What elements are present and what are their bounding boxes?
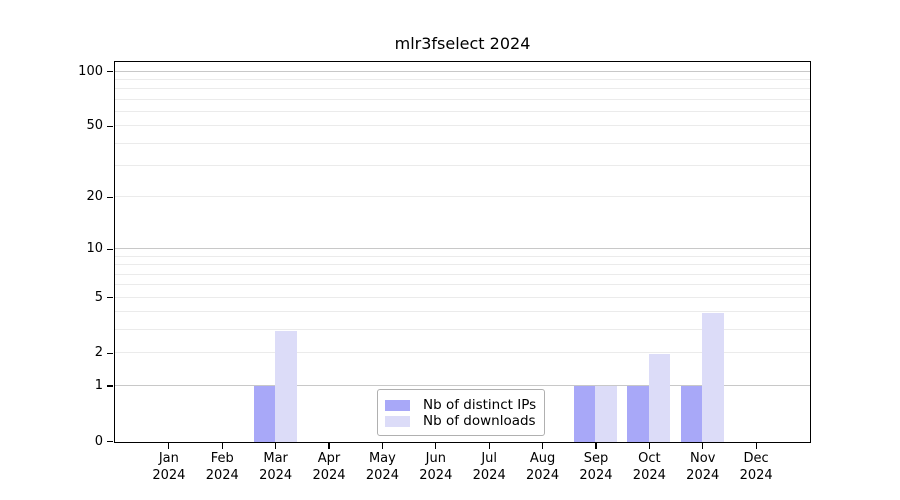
x-tick-mark [275, 443, 277, 449]
gridline-minor [115, 296, 810, 298]
gridline-minor [115, 125, 810, 127]
chart-title: mlr3fselect 2024 [394, 34, 531, 53]
x-tick-label: Dec 2024 [739, 451, 773, 483]
gridline-minor [115, 88, 810, 90]
gridline-minor [115, 311, 810, 313]
x-tick-label: Nov 2024 [686, 451, 720, 483]
y-tick-label: 50 [86, 118, 103, 134]
y-tick-mark [107, 297, 113, 299]
gridline-minor [115, 264, 810, 266]
x-tick-label: May 2024 [365, 451, 399, 483]
gridline-minor [115, 273, 810, 275]
x-tick-label: Mar 2024 [259, 451, 293, 483]
legend-swatch-downloads-icon [385, 415, 410, 427]
bar-downloads [595, 386, 617, 442]
bar-distinct-ips [253, 386, 276, 442]
bar-downloads [648, 353, 671, 442]
y-tick-mark [107, 352, 113, 354]
gridline-minor [115, 78, 810, 80]
gridline-major [115, 70, 810, 72]
x-tick-label: Feb 2024 [205, 451, 239, 483]
bar-distinct-ips [573, 386, 596, 442]
plot-area: Nb of distinct IPs Nb of downloads [114, 61, 811, 443]
gridline-minor [115, 255, 810, 257]
x-tick-label: Jun 2024 [419, 451, 453, 483]
y-tick-label: 2 [94, 345, 103, 361]
gridline-minor [115, 352, 810, 354]
x-tick-mark [381, 443, 383, 449]
y-tick-label: 0 [94, 433, 103, 449]
y-tick-mark [107, 70, 113, 73]
gridline-major [115, 248, 810, 250]
bar-distinct-ips [680, 386, 703, 442]
gridline-minor [115, 284, 810, 286]
x-tick-mark [435, 443, 437, 449]
gridline-minor [115, 196, 810, 198]
x-tick-label: Sep 2024 [579, 451, 613, 483]
x-tick-label: Jul 2024 [472, 451, 506, 483]
bar-downloads [275, 330, 297, 442]
y-tick-mark [107, 440, 113, 443]
y-tick-mark [107, 125, 113, 127]
y-tick-mark [107, 385, 113, 387]
x-tick-mark [168, 443, 170, 449]
y-tick-label: 100 [78, 63, 103, 79]
legend-label-downloads: Nb of downloads [423, 413, 536, 429]
gridline-minor [115, 165, 810, 167]
legend-swatch-distinct-ips-icon [385, 399, 410, 411]
y-tick-mark [107, 248, 113, 250]
x-tick-mark [702, 443, 704, 449]
legend-label-distinct-ips: Nb of distinct IPs [423, 397, 537, 413]
y-tick-mark [107, 196, 113, 198]
x-tick-mark [755, 443, 757, 449]
x-tick-mark [595, 443, 597, 449]
x-tick-label: Aug 2024 [526, 451, 560, 483]
x-tick-mark [541, 443, 544, 449]
bar-distinct-ips [627, 386, 649, 442]
x-tick-label: Oct 2024 [632, 451, 666, 483]
x-tick-label: Apr 2024 [312, 451, 346, 483]
y-tick-label: 1 [94, 377, 103, 393]
bar-downloads [702, 312, 724, 442]
legend-item-downloads: Nb of downloads [385, 413, 536, 429]
x-tick-mark [488, 443, 490, 449]
gridline-major [115, 384, 810, 386]
legend: Nb of distinct IPs Nb of downloads [377, 389, 545, 436]
gridline-minor [115, 98, 810, 100]
x-tick-label: Jan 2024 [152, 451, 186, 483]
gridline-minor [115, 142, 810, 144]
gridline-minor [115, 110, 810, 112]
y-tick-label: 20 [86, 189, 103, 205]
legend-item-distinct-ips: Nb of distinct IPs [385, 397, 536, 413]
x-tick-mark [648, 443, 650, 449]
y-tick-label: 10 [86, 241, 103, 257]
y-tick-label: 5 [94, 289, 103, 305]
x-tick-mark [221, 443, 223, 449]
gridline-minor [115, 329, 810, 331]
x-tick-mark [328, 443, 330, 449]
